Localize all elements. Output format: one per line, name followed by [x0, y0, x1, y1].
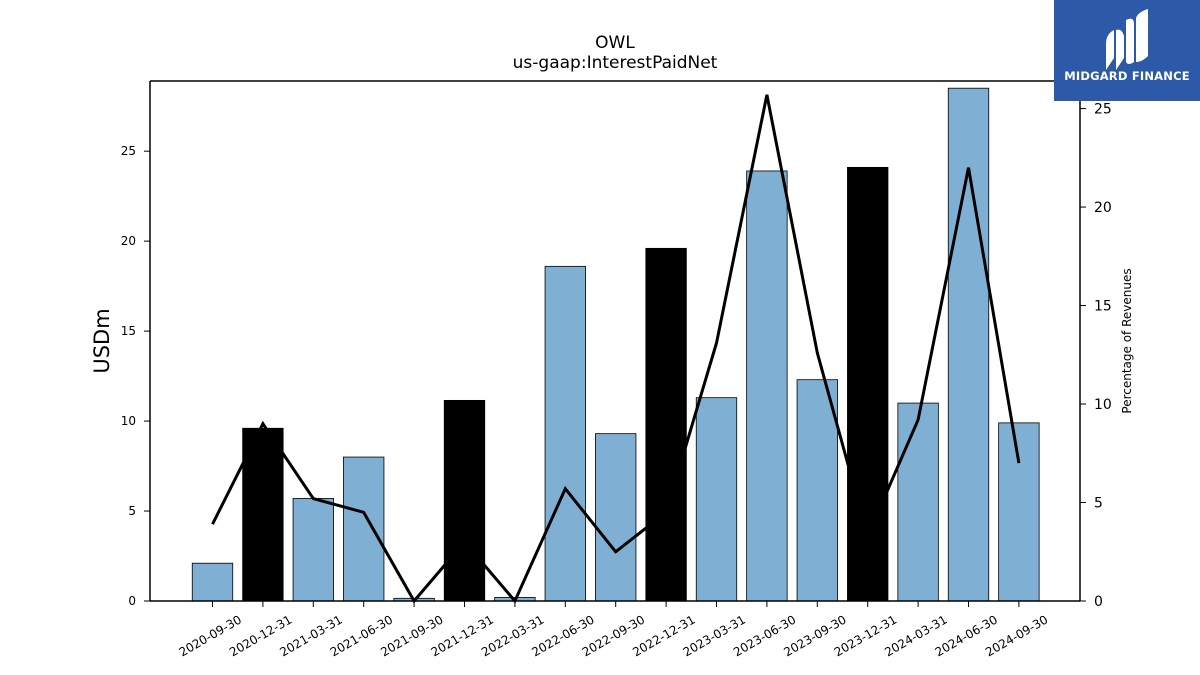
y2-tick-label: 20: [1094, 200, 1112, 216]
y-axis-label: USDm: [90, 308, 114, 373]
y2-tick-label: 10: [1094, 397, 1112, 413]
y-tick-label: 0: [128, 594, 136, 608]
chart-title: OWL: [595, 33, 635, 53]
bar: [443, 399, 486, 602]
bar: [292, 498, 334, 602]
series-line: [211, 94, 1021, 604]
bar: [343, 456, 385, 602]
chart-subtitle: us-gaap:InterestPaidNet: [513, 53, 718, 73]
y-tick-label: 15: [121, 324, 136, 338]
logo-text: MIDGARD FINANCE: [1064, 69, 1190, 83]
y2-tick-label: 0: [1094, 594, 1103, 610]
y-tick-label: 25: [121, 144, 136, 158]
logo-mark-icon: [1106, 9, 1148, 70]
bar: [191, 562, 234, 602]
bar: [796, 379, 838, 602]
bar: [544, 265, 586, 602]
y2-axis-label: Percentage of Revenues: [1120, 268, 1134, 413]
y2-tick-label: 5: [1094, 496, 1103, 512]
midgard-finance-logo: MIDGARD FINANCE: [1054, 0, 1200, 101]
bar: [998, 422, 1040, 602]
bar: [595, 433, 637, 602]
y-tick-label: 10: [121, 414, 136, 428]
bar: [947, 87, 990, 602]
y2-tick-label: 25: [1094, 102, 1112, 118]
bar: [847, 166, 889, 602]
bar: [242, 427, 284, 602]
y2-tick-label: 15: [1094, 299, 1112, 315]
y-tick-label: 5: [128, 504, 136, 518]
bar: [645, 247, 687, 602]
y-tick-label: 20: [121, 234, 136, 248]
bar: [897, 402, 939, 602]
bar: [746, 170, 788, 602]
bar: [695, 397, 738, 602]
